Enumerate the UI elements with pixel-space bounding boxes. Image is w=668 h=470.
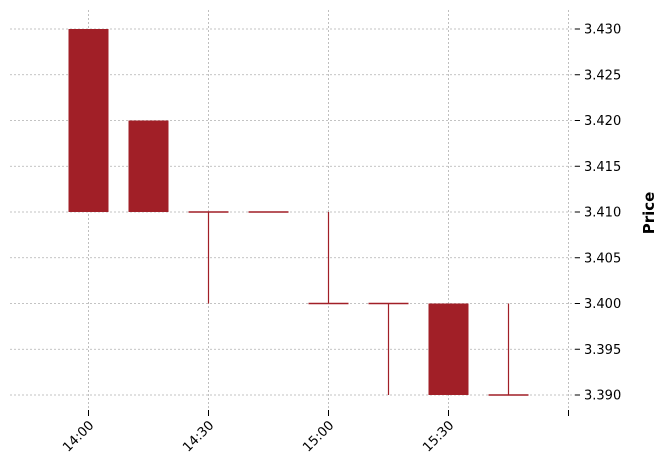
x-tick-label: 14:30 [180, 418, 217, 455]
candle [188, 211, 229, 304]
x-tick-label: 15:00 [300, 418, 337, 455]
y-axis-title: Price [640, 192, 658, 235]
x-axis: 14:00 14:30 15:00 15:30 [60, 410, 569, 455]
x-tick-label: 14:00 [60, 418, 97, 455]
y-tick-label: 3.405 [584, 251, 621, 266]
candle [488, 303, 529, 396]
y-tick-label: 3.415 [584, 160, 621, 175]
y-tick-label: 3.390 [584, 389, 621, 404]
candles [68, 29, 529, 396]
y-tick-label: 3.420 [584, 114, 621, 129]
candle [428, 303, 469, 395]
candle-body [428, 303, 469, 395]
candle-body [68, 29, 109, 212]
candle [68, 29, 109, 212]
candle-body [128, 120, 169, 212]
candle [128, 120, 169, 212]
y-tick-label: 3.395 [584, 343, 621, 358]
y-tick-label: 3.400 [584, 297, 621, 312]
y-tick-label: 3.410 [584, 206, 621, 221]
candle [368, 302, 409, 395]
y-tick-label: 3.425 [584, 68, 621, 83]
y-tick-label: 3.430 [584, 23, 621, 38]
candle [308, 212, 349, 305]
x-tick-label: 15:30 [420, 418, 457, 455]
y-axis: 3.390 3.395 3.400 3.405 3.410 3.415 3.420 3.425… [575, 23, 621, 404]
